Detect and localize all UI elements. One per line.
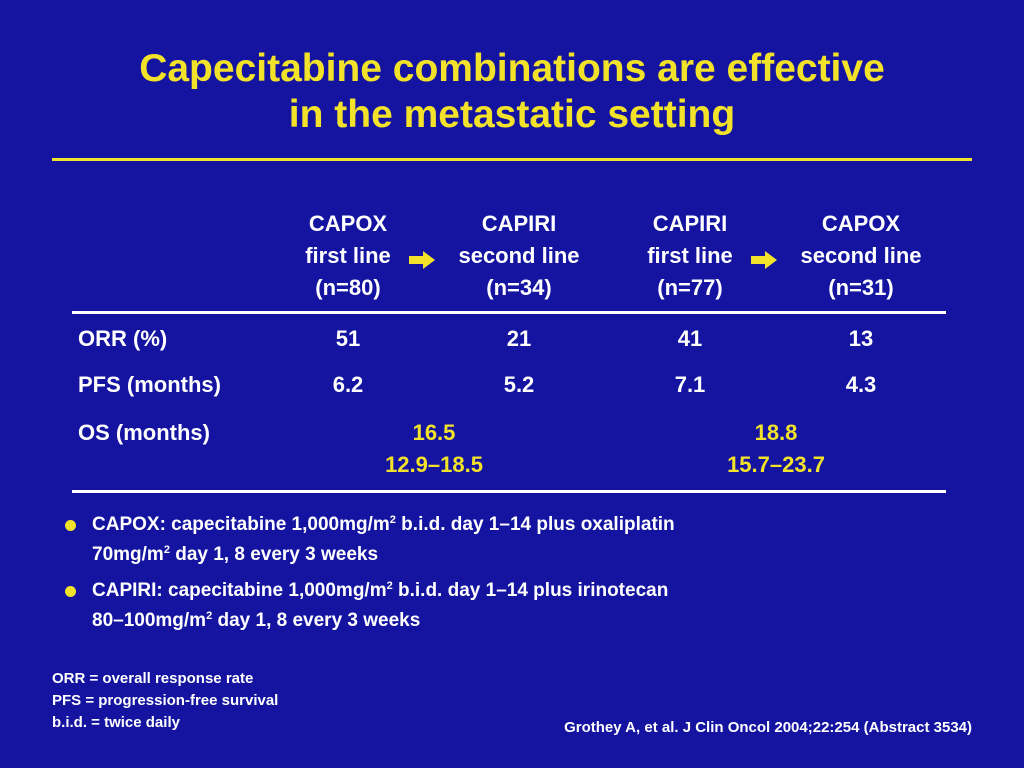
table-cell: 21 <box>506 326 532 351</box>
table-cell: 13 <box>848 326 874 351</box>
title-line-2: in the metastatic setting <box>288 93 736 136</box>
title-divider <box>52 158 972 161</box>
os-range: 15.7–23.7 <box>727 452 825 477</box>
list-item: CAPOX: capecitabine 1,000mg/m2 b.i.d. da… <box>62 510 962 570</box>
table-cell: 41 <box>677 326 703 351</box>
row-label-os: OS (months) <box>78 420 210 445</box>
col-header-capox-second: CAPOX second line (n=31) <box>800 211 922 300</box>
col-header-capiri-first: CAPIRI first line (n=77) <box>647 211 733 300</box>
abbreviation: b.i.d. = twice daily <box>52 714 180 731</box>
col-header-capiri-second: CAPIRI second line (n=34) <box>458 211 580 300</box>
table-cell: 6.2 <box>332 372 364 397</box>
title-line-1: Capecitabine combinations are effective <box>139 47 885 90</box>
list-item: CAPIRI: capecitabine 1,000mg/m2 b.i.d. d… <box>62 576 962 636</box>
slide-title: Capecitabine combinations are effective … <box>0 46 1024 138</box>
abbreviation: PFS = progression-free survival <box>52 692 279 709</box>
table-cell: 5.2 <box>503 372 535 397</box>
table-bottom-rule <box>72 490 946 493</box>
table-cell: 7.1 <box>674 372 706 397</box>
os-median: 16.5 <box>412 420 456 445</box>
bullet-dot-icon <box>65 520 76 531</box>
bullet-list: CAPOX: capecitabine 1,000mg/m2 b.i.d. da… <box>62 510 962 642</box>
right-arrow-icon <box>751 251 777 269</box>
row-label-orr: ORR (%) <box>78 326 168 351</box>
os-capox-capiri: 16.5 12.9–18.5 <box>314 417 554 481</box>
col-header-capox-first: CAPOX first line (n=80) <box>305 211 391 300</box>
bullet-dot-icon <box>65 586 76 597</box>
os-capiri-capox: 18.8 15.7–23.7 <box>656 417 896 481</box>
abbreviation: ORR = overall response rate <box>52 670 254 687</box>
os-range: 12.9–18.5 <box>385 452 483 477</box>
row-label-pfs: PFS (months) <box>78 372 221 397</box>
table-header-rule <box>72 311 946 314</box>
table-cell: 51 <box>335 326 361 351</box>
abbreviations: ORR = overall response rate PFS = progre… <box>52 668 278 734</box>
right-arrow-icon <box>409 251 435 269</box>
table-cell: 4.3 <box>845 372 877 397</box>
reference-citation: Grothey A, et al. J Clin Oncol 2004;22:2… <box>564 719 972 736</box>
os-median: 18.8 <box>754 420 798 445</box>
